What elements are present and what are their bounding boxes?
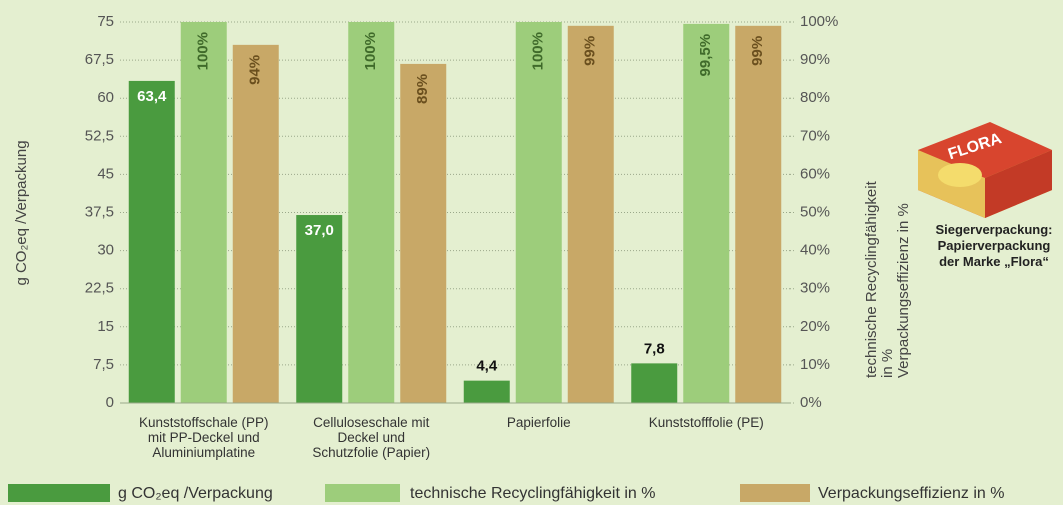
y2-tick-label: 30% [800, 280, 830, 297]
legend-swatch [740, 484, 810, 502]
x-tick-label: Celluloseschale mit Deckel und Schutzfol… [286, 415, 456, 460]
bar [348, 22, 394, 403]
value-label: 100% [362, 32, 379, 70]
legend-label: g CO₂eq /Verpackung [118, 485, 273, 502]
value-label: 94% [247, 55, 264, 85]
y-tick-label: 30 [97, 242, 114, 259]
y-tick-label: 60 [97, 89, 114, 106]
bar [181, 22, 227, 403]
y2-tick-label: 20% [800, 318, 830, 335]
y-tick-label: 22,5 [85, 280, 114, 297]
bar [400, 64, 446, 403]
y-tick-label: 37,5 [85, 203, 114, 220]
legend-label: Verpackungseffizienz in % [818, 485, 1004, 502]
bar [296, 215, 342, 403]
y2-tick-label: 80% [800, 89, 830, 106]
y2-tick-label: 0% [800, 394, 822, 411]
value-label: 7,8 [644, 340, 665, 357]
y-tick-label: 45 [97, 165, 114, 182]
value-label: 37,0 [305, 222, 334, 239]
y2-tick-label: 10% [800, 356, 830, 373]
y2-axis-label: technische Recyclingfähigkeit in % Verpa… [864, 179, 912, 378]
value-label: 4,4 [476, 358, 498, 375]
y2-tick-label: 50% [800, 203, 830, 220]
value-label: 100% [530, 32, 547, 70]
y-tick-label: 0 [106, 394, 114, 411]
value-label: 99,5% [697, 34, 714, 77]
y-tick-label: 52,5 [85, 127, 114, 144]
value-label: 99% [582, 36, 599, 66]
legend-swatch [8, 484, 110, 502]
value-label: 99% [749, 36, 766, 66]
bar [683, 24, 729, 403]
product-image: FLORA [918, 122, 1052, 218]
value-label: 100% [195, 32, 212, 70]
legend-label: technische Recyclingfähigkeit in % [410, 485, 655, 502]
y2-tick-label: 90% [800, 51, 830, 68]
x-tick-label: Kunststofffolie (PE) [621, 415, 791, 430]
y-tick-label: 15 [97, 318, 114, 335]
x-tick-label: Kunststoffschale (PP) mit PP-Deckel und … [119, 415, 289, 460]
bar [516, 22, 562, 403]
y-tick-label: 7,5 [93, 356, 114, 373]
bar [464, 381, 510, 403]
value-label: 89% [414, 74, 431, 104]
y2-tick-label: 100% [800, 13, 838, 30]
bar [568, 26, 614, 403]
y2-tick-label: 60% [800, 165, 830, 182]
bar [233, 45, 279, 403]
y-axis-label: g CO₂eq /Verpackung [13, 140, 30, 285]
y2-tick-label: 40% [800, 242, 830, 259]
y-tick-label: 67,5 [85, 51, 114, 68]
bar [735, 26, 781, 403]
value-label: 63,4 [137, 88, 167, 105]
bar [129, 81, 175, 403]
annotation: Siegerverpackung: Papierverpackung der M… [925, 222, 1063, 270]
page: g CO₂eq /Verpackung FLORA 0 7,5 15 22,5 30 37… [0, 0, 1063, 505]
y2-tick-label: 70% [800, 127, 830, 144]
y-tick-label: 75 [97, 13, 114, 30]
x-tick-label: Papierfolie [454, 415, 624, 430]
legend-swatch [325, 484, 400, 502]
bar [631, 363, 677, 403]
